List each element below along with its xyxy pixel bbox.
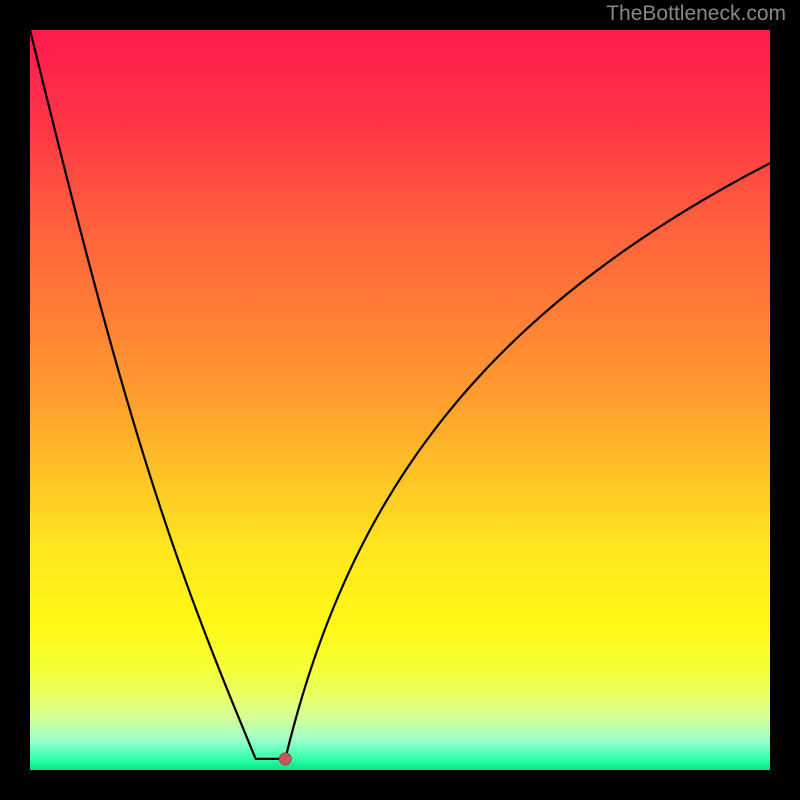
gradient-background <box>30 30 770 770</box>
optimum-marker <box>279 753 291 765</box>
watermark-text: TheBottleneck.com <box>606 2 786 26</box>
chart-plot-area <box>30 30 770 770</box>
bottleneck-curve-chart <box>30 30 770 770</box>
